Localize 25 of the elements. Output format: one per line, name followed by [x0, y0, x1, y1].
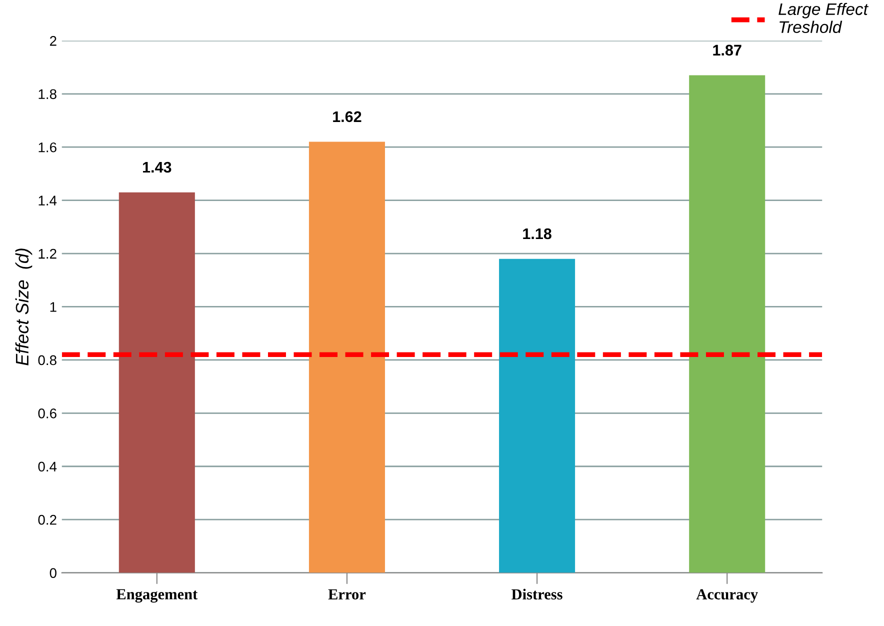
- x-tick-label: Distress: [512, 588, 562, 600]
- y-tick-label: 1.6: [38, 142, 56, 152]
- data-label: 1.43: [143, 162, 172, 173]
- data-label: 1.87: [713, 44, 742, 56]
- y-tick-label: 2: [50, 36, 56, 46]
- data-label: 1.62: [333, 111, 362, 122]
- y-tick-label: 1.4: [38, 196, 57, 206]
- x-tick-label: Error: [328, 589, 366, 600]
- data-label: 1.18: [523, 228, 552, 240]
- y-tick-label: 1.2: [38, 248, 56, 259]
- bar: [499, 258, 576, 573]
- y-tick-label: 1.8: [38, 89, 56, 100]
- y-tick-label: 0.6: [38, 408, 56, 418]
- x-tick-label: Accuracy: [696, 589, 758, 603]
- bar: [118, 192, 195, 573]
- y-axis-title: Effect Size (d): [15, 248, 32, 366]
- bar: [308, 142, 385, 573]
- y-tick-label: 1: [50, 302, 56, 312]
- bar: [689, 75, 766, 573]
- y-tick-label: 0.8: [38, 355, 56, 366]
- y-tick-label: 0.4: [38, 462, 57, 472]
- y-tick-label: 0: [50, 568, 56, 578]
- y-tick-label: 0.2: [38, 514, 56, 525]
- x-tick-label: Engagement: [116, 589, 198, 603]
- legend-label: Large Effect Treshold: [778, 2, 869, 34]
